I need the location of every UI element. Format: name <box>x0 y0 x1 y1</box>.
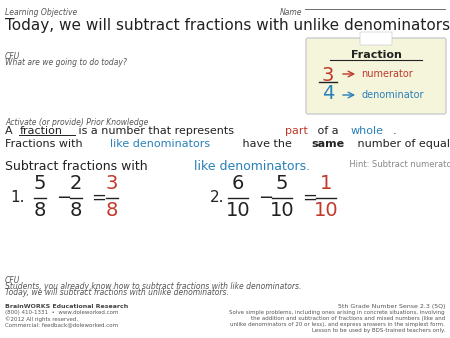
Text: Fraction: Fraction <box>351 50 401 60</box>
Text: −: − <box>258 189 273 207</box>
Text: 3: 3 <box>322 66 334 85</box>
Text: of a: of a <box>314 126 342 136</box>
Text: CFU: CFU <box>5 276 20 285</box>
Text: number of equal parts.: number of equal parts. <box>354 139 450 149</box>
Text: (800) 410-1331  •  www.doleworked.com: (800) 410-1331 • www.doleworked.com <box>5 310 118 315</box>
Text: 2.: 2. <box>210 191 225 206</box>
Text: 10: 10 <box>314 201 338 220</box>
Text: =: = <box>302 189 317 207</box>
Text: =: = <box>91 189 106 207</box>
Text: Fractions with: Fractions with <box>5 139 86 149</box>
Text: What are we going to do today?: What are we going to do today? <box>5 58 127 67</box>
Text: BrainWORKS Educational Research: BrainWORKS Educational Research <box>5 304 128 309</box>
Text: like denominators: like denominators <box>110 139 210 149</box>
Text: numerator: numerator <box>361 69 413 79</box>
Text: fraction: fraction <box>19 126 63 136</box>
Text: 5th Grade Number Sense 2.3 (5Q): 5th Grade Number Sense 2.3 (5Q) <box>338 304 445 309</box>
FancyBboxPatch shape <box>306 38 446 114</box>
Text: unlike denominators of 20 or less), and express answers in the simplest form.: unlike denominators of 20 or less), and … <box>230 322 445 327</box>
Text: Today, we will subtract fractions with unlike denominators.: Today, we will subtract fractions with u… <box>5 288 229 297</box>
Text: part: part <box>284 126 307 136</box>
Text: 8: 8 <box>34 201 46 220</box>
Text: whole: whole <box>350 126 383 136</box>
Text: Lesson to be used by BDS-trained teachers only.: Lesson to be used by BDS-trained teacher… <box>312 328 445 333</box>
Text: A: A <box>5 126 16 136</box>
Text: same: same <box>311 139 345 149</box>
Text: the addition and subtraction of fractions and mixed numbers (like and: the addition and subtraction of fraction… <box>251 316 445 321</box>
Text: −: − <box>56 189 71 207</box>
Text: 5: 5 <box>34 174 46 193</box>
FancyBboxPatch shape <box>360 32 392 45</box>
Text: 10: 10 <box>226 201 250 220</box>
Text: Hint: Subtract numerators and keep the denominators the same: Hint: Subtract numerators and keep the d… <box>344 160 450 169</box>
Text: 8: 8 <box>106 201 118 220</box>
Text: 1: 1 <box>320 174 332 193</box>
Text: 10: 10 <box>270 201 294 220</box>
Text: Today, we will subtract fractions with unlike denominators.: Today, we will subtract fractions with u… <box>5 18 450 33</box>
Text: denominator: denominator <box>361 90 423 100</box>
Text: CFU: CFU <box>5 52 20 61</box>
Text: Name: Name <box>280 8 302 17</box>
Text: 2: 2 <box>70 174 82 193</box>
Text: 1.: 1. <box>10 191 24 206</box>
Text: 4: 4 <box>322 84 334 103</box>
Text: Learning Objective: Learning Objective <box>5 8 77 17</box>
Text: Activate (or provide) Prior Knowledge: Activate (or provide) Prior Knowledge <box>5 118 148 127</box>
Text: is a number that represents: is a number that represents <box>75 126 237 136</box>
Text: 6: 6 <box>232 174 244 193</box>
Text: Students, you already know how to subtract fractions with like denominators.: Students, you already know how to subtra… <box>5 282 302 291</box>
Text: .: . <box>393 126 396 136</box>
Text: 3: 3 <box>106 174 118 193</box>
Text: 8: 8 <box>70 201 82 220</box>
Text: ©2012 All rights reserved.: ©2012 All rights reserved. <box>5 316 78 322</box>
Text: Subtract fractions with: Subtract fractions with <box>5 160 152 173</box>
Text: 5: 5 <box>276 174 288 193</box>
Text: Commercial: feedback@doleworked.com: Commercial: feedback@doleworked.com <box>5 322 118 327</box>
Text: Solve simple problems, including ones arising in concrete situations, involving: Solve simple problems, including ones ar… <box>230 310 445 315</box>
Text: like denominators.: like denominators. <box>194 160 310 173</box>
Text: have the: have the <box>239 139 295 149</box>
